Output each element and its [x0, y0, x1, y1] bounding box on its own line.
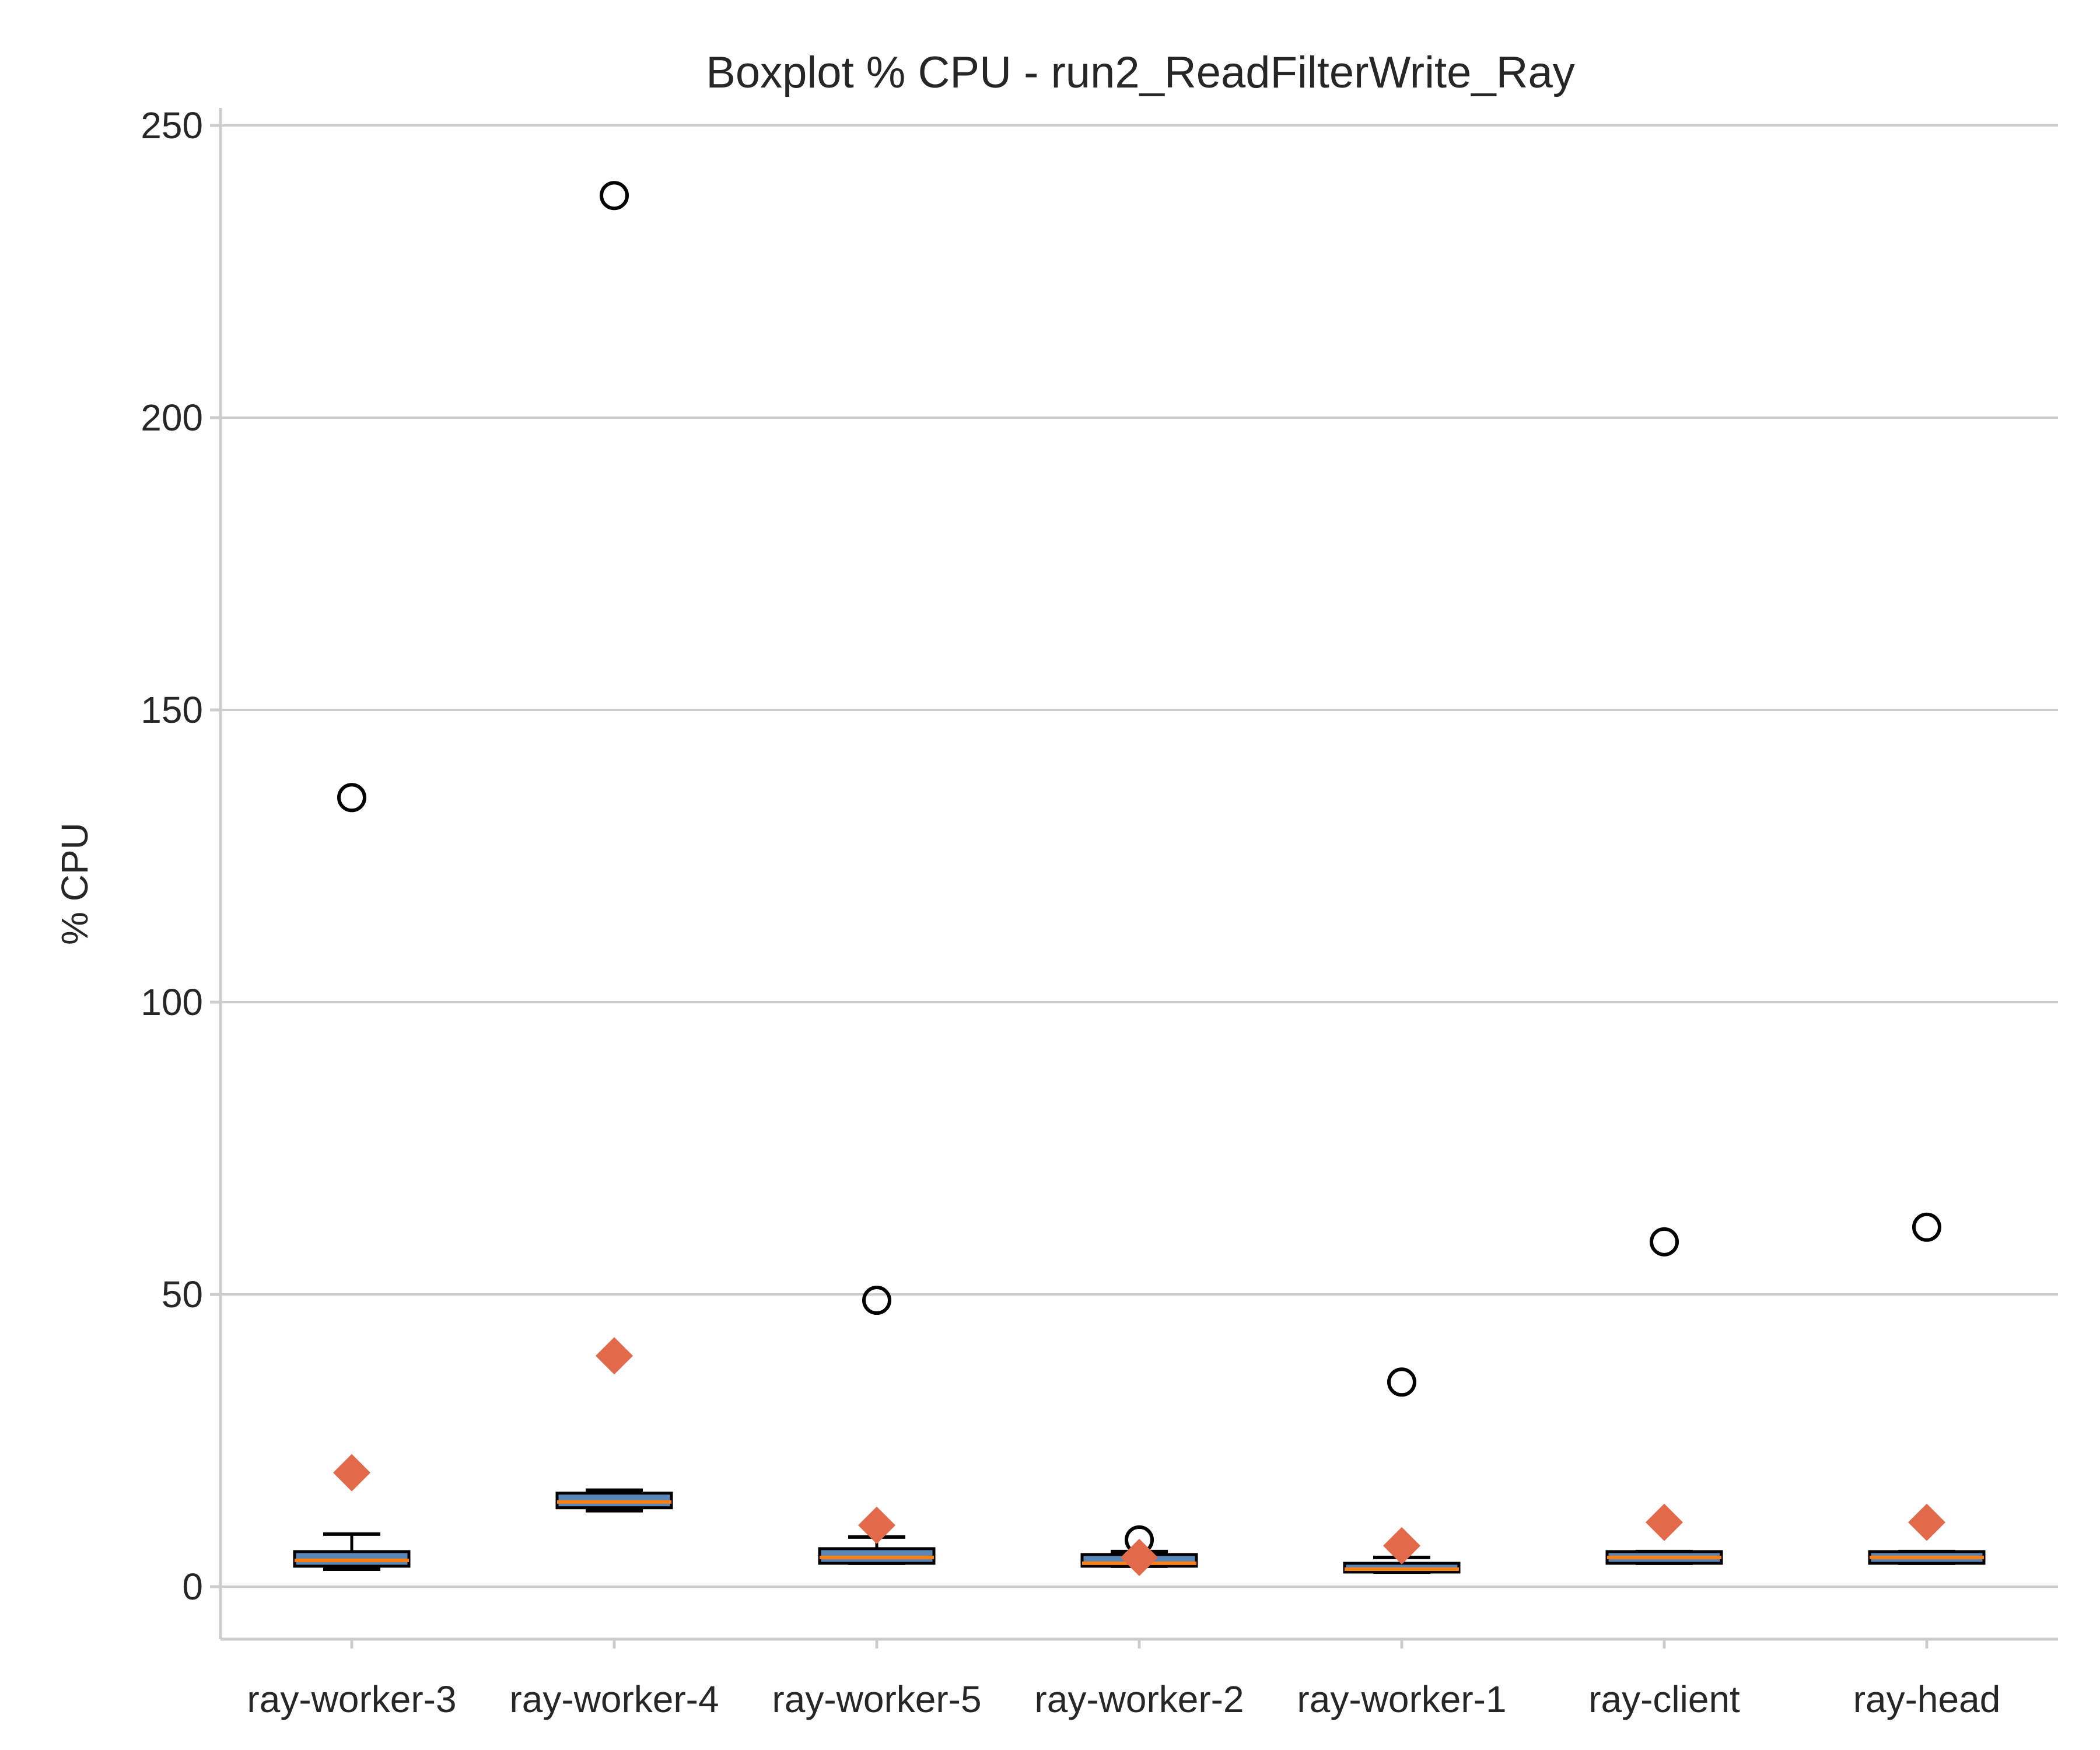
y-tick-labels: 0 50 100 150 200 250	[141, 104, 203, 1608]
box-ray-head	[1868, 1212, 1986, 1565]
mean-marker	[1383, 1527, 1420, 1564]
x-tick-label: ray-worker-2	[1034, 1678, 1244, 1720]
outlier-point	[862, 1286, 891, 1315]
mean-marker	[1121, 1538, 1158, 1576]
y-tick-label: 150	[141, 689, 203, 731]
box-ray-worker-4	[555, 181, 673, 1513]
x-tick-label: ray-worker-3	[247, 1678, 456, 1720]
y-tick-label: 200	[141, 397, 203, 439]
grid-lines	[220, 124, 2058, 1588]
outlier-point	[337, 783, 366, 813]
mean-marker	[333, 1454, 370, 1492]
outlier-point	[1387, 1367, 1416, 1397]
mean-marker	[1646, 1503, 1683, 1541]
y-tick-label: 0	[182, 1566, 203, 1608]
box-ray-worker-2	[1080, 1525, 1198, 1576]
y-tick-label: 250	[141, 104, 203, 146]
x-tick-label: ray-head	[1853, 1678, 2001, 1720]
x-tick-label: ray-worker-5	[772, 1678, 981, 1720]
y-axis-label: % CPU	[54, 822, 96, 945]
y-tick-label: 100	[141, 981, 203, 1023]
mean-marker	[596, 1337, 633, 1375]
x-tick-label: ray-worker-1	[1297, 1678, 1506, 1720]
mean-marker	[858, 1506, 895, 1544]
box-ray-client	[1605, 1227, 1723, 1565]
mean-marker	[1908, 1503, 1945, 1541]
box-ray-worker-5	[818, 1286, 936, 1565]
x-tick-label: ray-client	[1588, 1678, 1740, 1720]
outlier-point	[1650, 1227, 1679, 1256]
x-tick-labels: ray-worker-3 ray-worker-4 ray-worker-5 ray-…	[247, 1678, 2000, 1720]
axes	[210, 108, 2058, 1648]
outlier-point	[1912, 1212, 1941, 1242]
box-ray-worker-1	[1343, 1367, 1461, 1574]
boxes	[293, 181, 1986, 1576]
chart-title: Boxplot % CPU - run2_ReadFilterWrite_Ray	[706, 48, 1575, 97]
outlier-point	[600, 181, 629, 211]
x-tick-label: ray-worker-4	[509, 1678, 719, 1720]
box-ray-worker-3	[293, 783, 411, 1571]
y-tick-label: 50	[162, 1273, 203, 1315]
